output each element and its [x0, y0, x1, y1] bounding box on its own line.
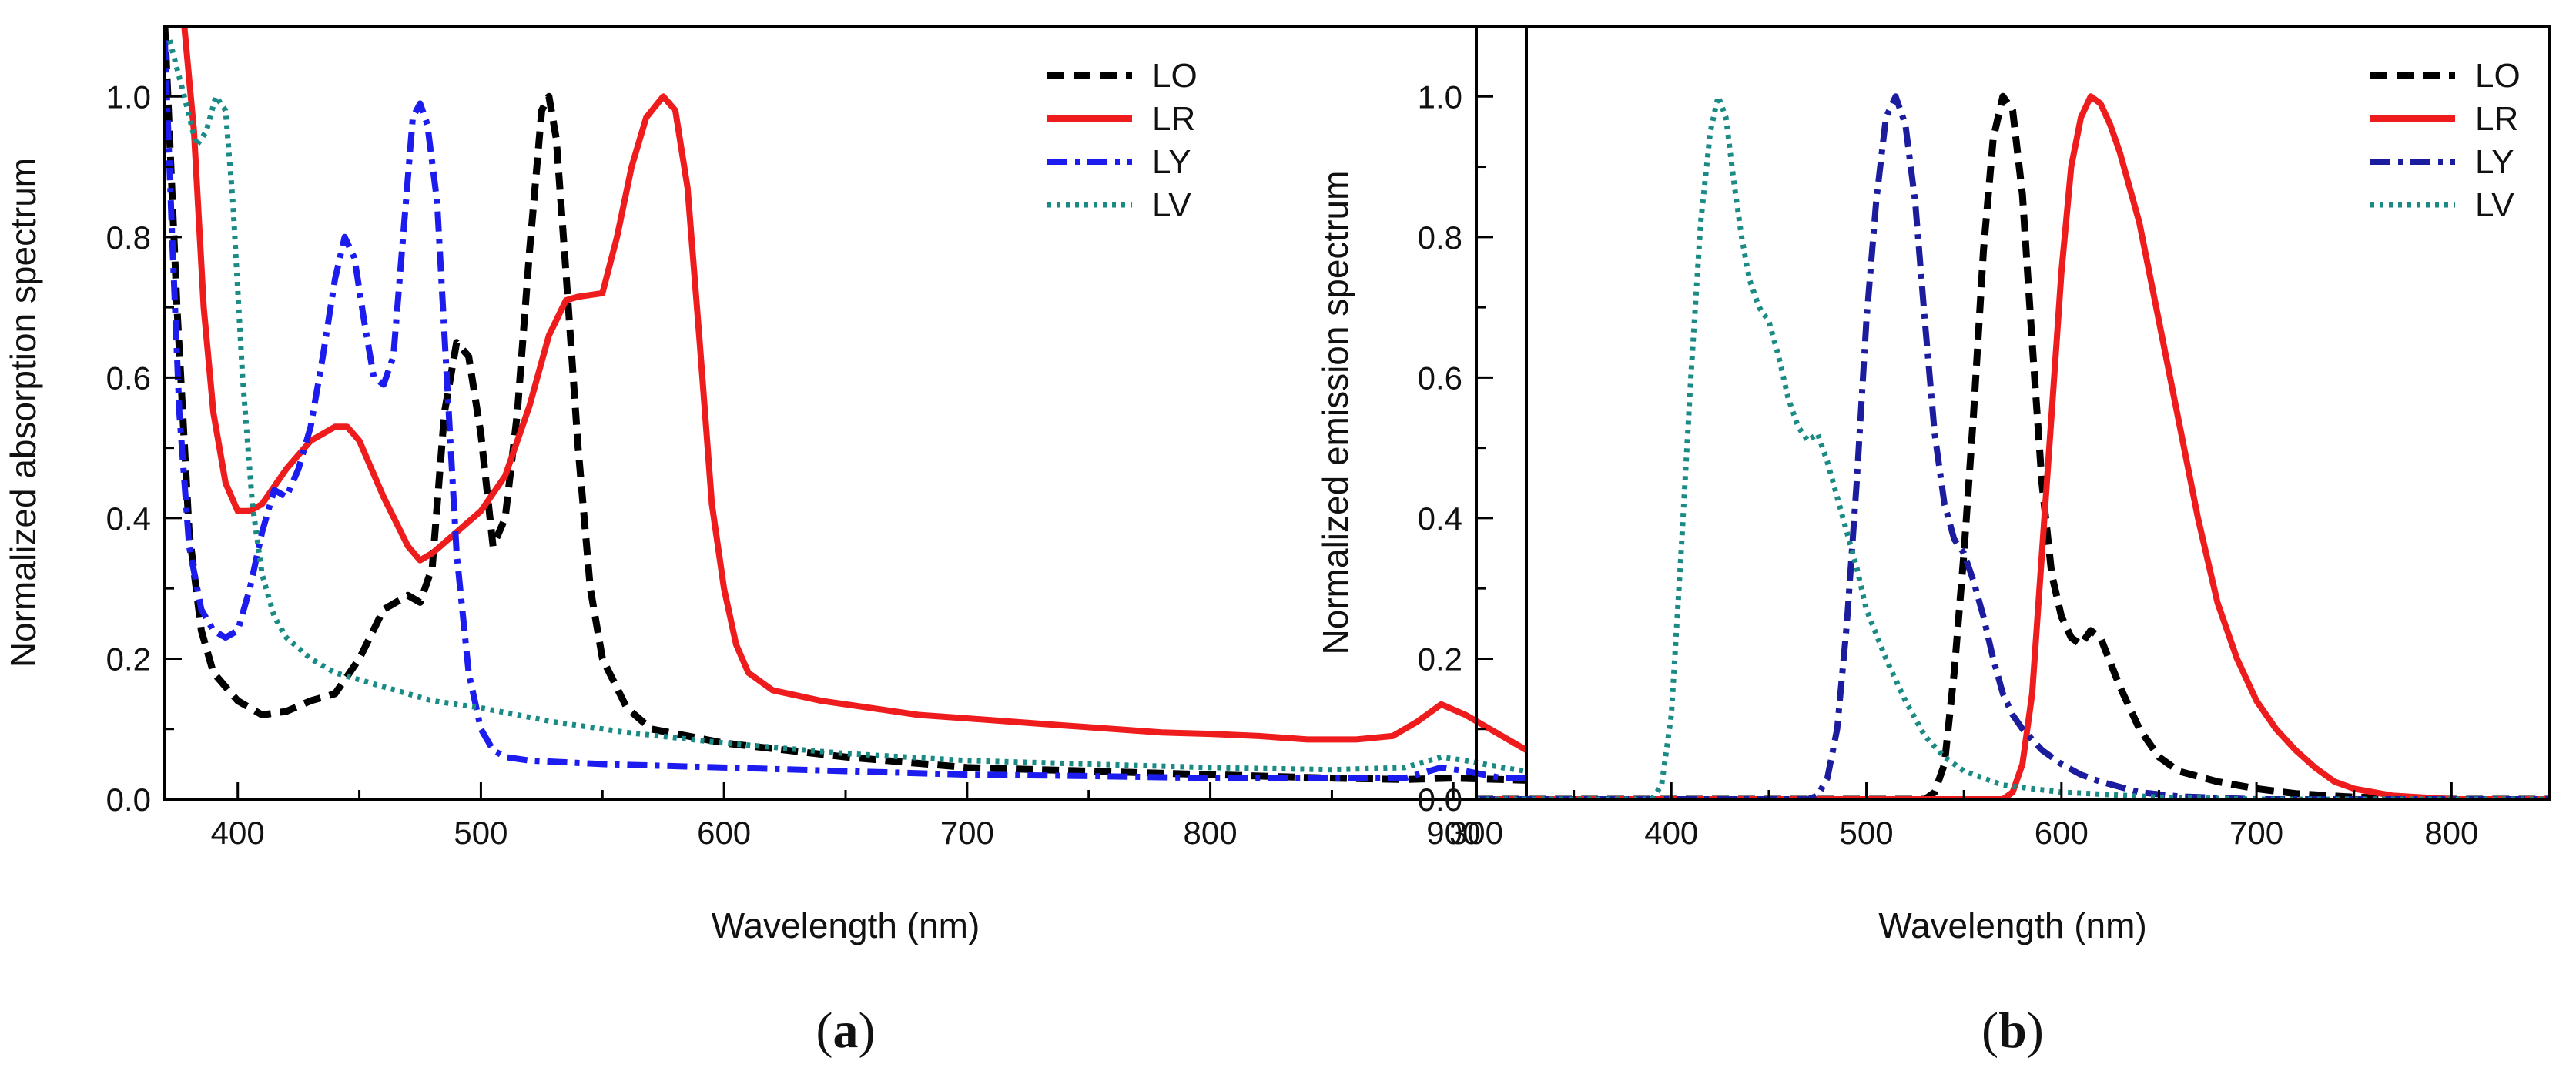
legend-label-ly: LY: [2475, 143, 2514, 181]
series-line-lo: [165, 26, 1526, 784]
series-line-lr: [1476, 93, 2549, 799]
x-tick-label: 700: [2229, 815, 2283, 851]
y-tick-label: 0.0: [106, 781, 151, 818]
y-tick-label: 0.8: [1418, 219, 1462, 256]
x-tick-label: 400: [211, 815, 265, 851]
legend-label-lv: LV: [1152, 186, 1191, 224]
series-line-lv: [1476, 93, 2549, 799]
x-tick-label: 900: [1426, 815, 1480, 851]
x-tick-label: 600: [697, 815, 751, 851]
y-tick-label: 0.8: [106, 219, 151, 256]
y-tick-label: 0.6: [106, 360, 151, 396]
series-line-lr: [181, 26, 1526, 753]
legend-label-lr: LR: [2475, 100, 2518, 138]
y-axis-title: Normalized emission spectrum: [1315, 171, 1355, 655]
y-tick-label: 0.0: [1418, 781, 1462, 818]
series-line-ly: [165, 40, 1526, 781]
series-line-lo: [1476, 92, 2549, 799]
legend-label-lo: LO: [2475, 57, 2521, 95]
y-tick-label: 0.4: [1418, 500, 1462, 537]
legend-label-lr: LR: [1152, 100, 1195, 138]
x-tick-label: 600: [2035, 815, 2089, 851]
x-tick-label: 800: [2424, 815, 2478, 851]
legend-label-lo: LO: [1152, 57, 1198, 95]
y-axis-title: Normalized absorption spectrum: [3, 158, 43, 668]
legend-label-ly: LY: [1152, 143, 1191, 181]
y-tick-label: 1.0: [106, 79, 151, 115]
x-tick-label: 400: [1644, 815, 1698, 851]
panel-label: (b): [1981, 1002, 2044, 1059]
series-line-ly: [1476, 93, 2549, 799]
x-axis-title: Wavelength (nm): [712, 905, 980, 945]
panel-label: (a): [816, 1002, 876, 1059]
y-tick-label: 0.6: [1418, 360, 1462, 396]
plot-frame: [1475, 25, 2551, 801]
legend: LO LR LY LV: [1047, 57, 1198, 224]
x-tick-label: 500: [1840, 815, 1894, 851]
y-tick-label: 1.0: [1418, 79, 1462, 115]
x-tick-label: 800: [1184, 815, 1238, 851]
x-axis-title: Wavelength (nm): [1878, 905, 2147, 945]
y-tick-label: 0.2: [106, 641, 151, 677]
series-line-lv: [166, 39, 1526, 774]
x-tick-label: 700: [940, 815, 994, 851]
legend-label-lv: LV: [2475, 186, 2514, 224]
y-tick-label: 0.4: [106, 500, 151, 537]
x-tick-label: 300: [1449, 815, 1503, 851]
panel-a: 400 500 600 700 800 9000.00.20.40.60.81.0Wave…: [3, 25, 1528, 1059]
panel-b: 300 400 500 600 700 800 0.0 0.2 0.4 0.6 0.8 1.0 Wave…: [1315, 25, 2551, 1059]
legend: LO LR LY LV: [2370, 57, 2521, 224]
x-tick-label: 500: [454, 815, 507, 851]
y-tick-label: 0.2: [1418, 641, 1462, 677]
